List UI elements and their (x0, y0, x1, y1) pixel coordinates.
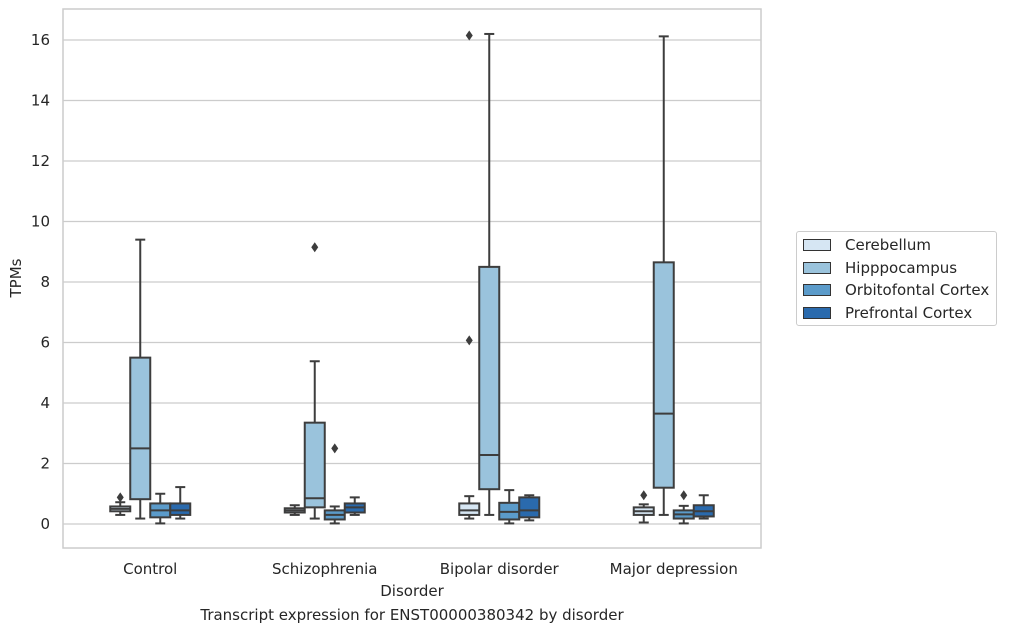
box-hipppocampus (129, 238, 152, 520)
box-prefrontal-cortex (692, 494, 715, 520)
box-iqr (303, 421, 326, 509)
box-orbitofontal-cortex (498, 489, 521, 525)
outlier-point (331, 443, 339, 454)
outlier-point (116, 492, 124, 503)
legend-label-cerebellum: Cerebellum (845, 236, 931, 254)
box-cerebellum (109, 492, 132, 516)
legend: Cerebellum Hipppocampus Orbitofontal Cor… (796, 231, 997, 326)
outlier-point (465, 30, 473, 41)
y-axis-label: TPMs (7, 258, 25, 298)
box-iqr (518, 496, 541, 519)
x-tick-label: Control (123, 560, 177, 578)
box-iqr (652, 261, 675, 489)
outlier-point (640, 490, 648, 501)
box-prefrontal-cortex (169, 486, 192, 520)
figure-caption: Transcript expression for ENST0000038034… (200, 606, 624, 624)
outlier-point (311, 242, 319, 253)
y-tick-label: 12 (31, 152, 50, 170)
box-cerebellum (458, 30, 481, 520)
box-orbitofontal-cortex (672, 490, 695, 525)
legend-swatch-prefrontal-cortex (803, 307, 831, 319)
x-axis-label: Disorder (380, 582, 444, 600)
legend-item-prefrontal-cortex: Prefrontal Cortex (803, 303, 972, 323)
x-tick-label: Bipolar disorder (440, 560, 560, 578)
box-cerebellum (632, 490, 655, 524)
box-hipppocampus (303, 242, 326, 520)
y-tick-label: 4 (40, 394, 50, 412)
box-orbitofontal-cortex (149, 492, 172, 525)
box-iqr (478, 265, 501, 491)
box-iqr (458, 502, 481, 516)
legend-label-orbitofontal-cortex: Orbitofontal Cortex (845, 281, 990, 299)
outlier-point (465, 335, 473, 346)
legend-item-orbitofontal-cortex: Orbitofontal Cortex (803, 280, 989, 300)
legend-label-hipppocampus: Hipppocampus (845, 259, 958, 277)
legend-item-hipppocampus: Hipppocampus (803, 258, 957, 278)
y-tick-label: 14 (31, 92, 50, 110)
outlier-point (680, 490, 688, 501)
box-prefrontal-cortex (518, 494, 541, 522)
legend-swatch-cerebellum (803, 239, 831, 251)
legend-swatch-orbitofontal-cortex (803, 284, 831, 296)
x-tick-label: Major depression (610, 560, 738, 578)
x-tick-label: Schizophrenia (272, 560, 377, 578)
box-orbitofontal-cortex (323, 443, 346, 525)
box-iqr (129, 356, 152, 501)
y-tick-label: 6 (40, 334, 50, 352)
y-tick-label: 0 (40, 515, 50, 533)
y-tick-label: 16 (31, 31, 50, 49)
legend-label-prefrontal-cortex: Prefrontal Cortex (845, 304, 973, 322)
box-iqr (169, 502, 192, 516)
y-tick-label: 8 (40, 273, 50, 291)
legend-item-cerebellum: Cerebellum (803, 235, 931, 255)
box-hipppocampus (478, 32, 501, 516)
box-hipppocampus (652, 35, 675, 516)
box-prefrontal-cortex (343, 496, 366, 516)
y-tick-label: 2 (40, 455, 50, 473)
legend-swatch-hipppocampus (803, 262, 831, 274)
y-tick-label: 10 (31, 213, 50, 231)
box-cerebellum (283, 504, 306, 516)
plot-area-frame (62, 8, 762, 549)
